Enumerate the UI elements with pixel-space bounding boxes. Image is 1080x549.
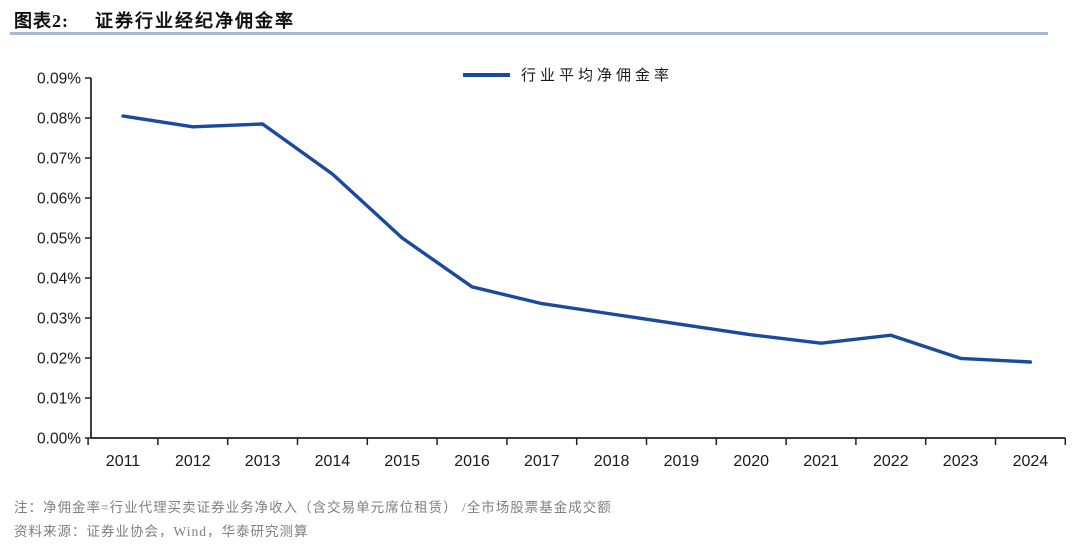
y-tick-label: 0.05% <box>37 231 81 248</box>
x-tick-label: 2015 <box>384 453 420 470</box>
y-tick-label: 0.09% <box>37 71 81 88</box>
x-tick-label: 2013 <box>245 453 281 470</box>
x-tick-label: 2022 <box>873 453 909 470</box>
x-tick-label: 2023 <box>943 453 979 470</box>
y-tick-label: 0.02% <box>37 351 81 368</box>
y-tick-label: 0.07% <box>37 151 81 168</box>
legend-line-swatch <box>463 72 510 77</box>
x-tick-label: 2018 <box>594 453 630 470</box>
y-tick-label: 0.01% <box>37 391 81 408</box>
legend-series-label: 行业平均净佣金率 <box>521 68 674 84</box>
y-tick-label: 0.00% <box>37 431 81 448</box>
x-tick-label: 2021 <box>803 453 839 470</box>
x-tick-label: 2019 <box>664 453 700 470</box>
chart-footnotes: 注：净佣金率=行业代理买卖证券业务净收入（含交易单元席位租赁） /全市场股票基金… <box>14 496 612 544</box>
title-underline-rule <box>10 32 1048 35</box>
figure-number-label: 图表2: <box>14 11 69 31</box>
commission-rate-series-line <box>121 114 1033 364</box>
y-tick-label: 0.06% <box>37 191 81 208</box>
x-tick-label: 2024 <box>1013 453 1049 470</box>
chart-source: 资料来源：证券业协会，Wind，华泰研究测算 <box>14 524 309 539</box>
x-tick-label: 2011 <box>106 453 141 470</box>
chart-note: 注：净佣金率=行业代理买卖证券业务净收入（含交易单元席位租赁） /全市场股票基金… <box>14 500 612 515</box>
x-tick-label: 2016 <box>454 453 490 470</box>
x-tick-label: 2020 <box>733 453 769 470</box>
x-tick-label: 2014 <box>315 453 351 470</box>
figure-header: 图表2: 证券行业经纪净佣金率 <box>14 7 295 33</box>
x-tick-label: 2012 <box>175 453 211 470</box>
y-tick-label: 0.04% <box>37 271 81 288</box>
figure-title: 证券行业经纪净佣金率 <box>95 11 295 31</box>
y-tick-label: 0.03% <box>37 311 81 328</box>
chart-legend: 行业平均净佣金率 <box>463 64 673 85</box>
y-tick-label: 0.08% <box>37 111 81 128</box>
x-tick-label: 2017 <box>524 453 560 470</box>
